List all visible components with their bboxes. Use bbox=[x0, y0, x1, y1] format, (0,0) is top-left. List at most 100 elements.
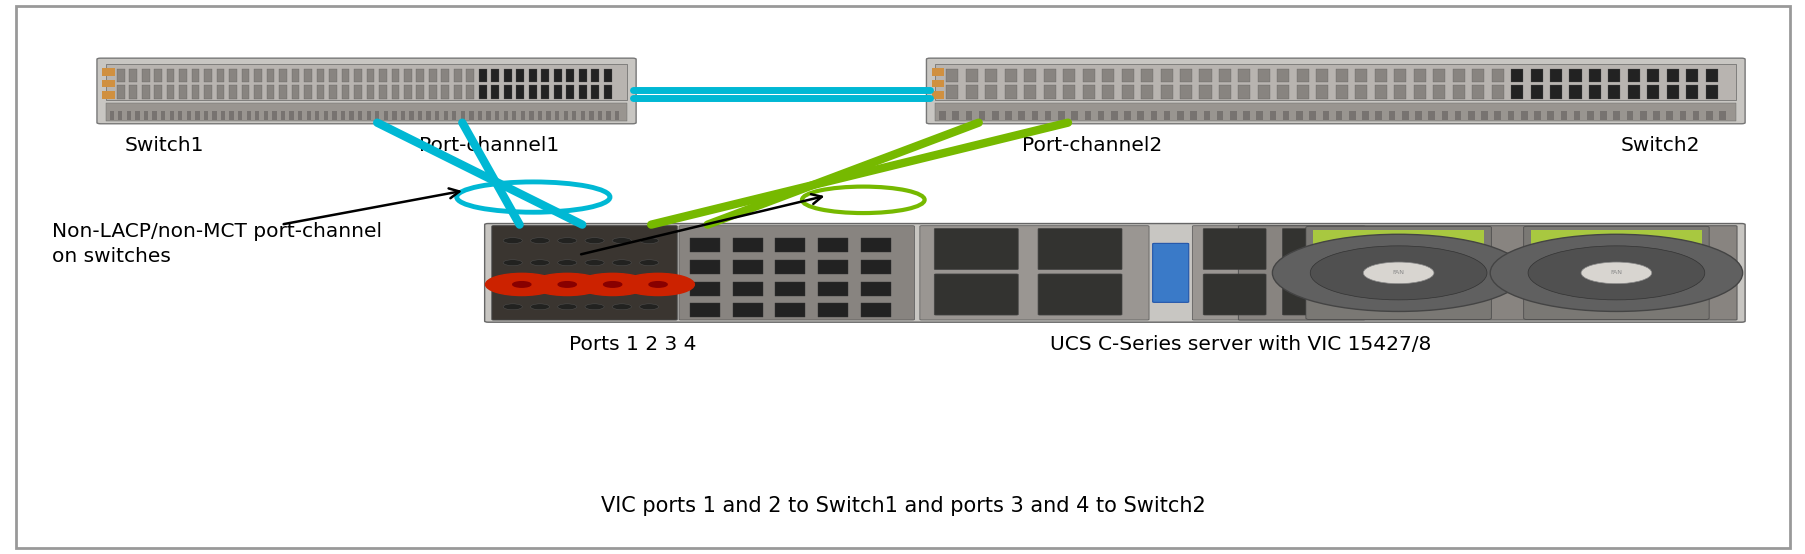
Bar bbox=[204, 69, 211, 83]
Bar bbox=[491, 85, 498, 99]
Bar bbox=[417, 69, 424, 83]
Bar bbox=[1238, 85, 1249, 99]
Bar bbox=[504, 85, 511, 99]
Bar bbox=[392, 111, 397, 120]
Bar bbox=[144, 111, 148, 120]
Bar bbox=[861, 238, 890, 252]
Bar bbox=[861, 303, 890, 317]
Bar bbox=[935, 103, 1735, 121]
FancyBboxPatch shape bbox=[933, 274, 1018, 315]
Bar bbox=[1005, 111, 1011, 120]
Bar bbox=[1375, 111, 1381, 120]
FancyBboxPatch shape bbox=[1038, 228, 1121, 270]
Bar bbox=[217, 69, 224, 83]
Circle shape bbox=[639, 282, 659, 288]
Bar bbox=[354, 85, 361, 99]
Circle shape bbox=[612, 304, 632, 310]
Bar bbox=[1162, 111, 1170, 120]
Bar bbox=[1547, 111, 1552, 120]
Bar bbox=[255, 85, 262, 99]
Bar bbox=[603, 69, 612, 83]
Bar bbox=[1646, 69, 1659, 83]
Bar bbox=[1023, 85, 1036, 99]
Bar bbox=[1646, 85, 1659, 99]
Bar bbox=[1686, 69, 1697, 83]
Bar bbox=[1520, 111, 1527, 120]
Text: FAN: FAN bbox=[1392, 270, 1404, 275]
Circle shape bbox=[504, 282, 522, 288]
Bar bbox=[316, 85, 325, 99]
Bar bbox=[1467, 111, 1475, 120]
Bar bbox=[103, 91, 116, 99]
Bar bbox=[946, 85, 958, 99]
Bar bbox=[1316, 85, 1328, 99]
Text: Ports 1 2 3 4: Ports 1 2 3 4 bbox=[569, 335, 695, 354]
Bar bbox=[590, 69, 599, 83]
Bar bbox=[529, 69, 536, 83]
Bar bbox=[966, 111, 971, 120]
Bar bbox=[410, 111, 413, 120]
Bar bbox=[1507, 111, 1513, 120]
Bar bbox=[153, 85, 162, 99]
Bar bbox=[1491, 85, 1504, 99]
Circle shape bbox=[612, 260, 632, 265]
Bar bbox=[453, 69, 462, 83]
Bar bbox=[1666, 85, 1679, 99]
Bar bbox=[1063, 69, 1074, 83]
Bar bbox=[229, 111, 233, 120]
Bar bbox=[1626, 85, 1639, 99]
Bar bbox=[179, 111, 182, 120]
Bar bbox=[1110, 111, 1117, 120]
Bar bbox=[603, 85, 612, 99]
Bar bbox=[110, 111, 114, 120]
Bar bbox=[1652, 111, 1659, 120]
Bar bbox=[444, 111, 448, 120]
Bar bbox=[366, 111, 370, 120]
Bar bbox=[1229, 111, 1236, 120]
Circle shape bbox=[1310, 246, 1486, 300]
Bar bbox=[931, 80, 944, 87]
Bar bbox=[1451, 85, 1464, 99]
Bar bbox=[1070, 111, 1078, 120]
Bar bbox=[733, 238, 762, 252]
Bar bbox=[435, 111, 439, 120]
Circle shape bbox=[531, 273, 603, 295]
Bar bbox=[733, 303, 762, 317]
Bar bbox=[357, 111, 363, 120]
Bar bbox=[1401, 111, 1408, 120]
Circle shape bbox=[612, 282, 632, 288]
Bar bbox=[1081, 69, 1094, 83]
Bar bbox=[1199, 85, 1211, 99]
FancyBboxPatch shape bbox=[1282, 228, 1345, 270]
Bar bbox=[1296, 69, 1309, 83]
Circle shape bbox=[504, 260, 522, 265]
Circle shape bbox=[504, 304, 522, 310]
Bar bbox=[991, 111, 998, 120]
Bar bbox=[1161, 69, 1171, 83]
Bar bbox=[1531, 230, 1700, 252]
Bar bbox=[1202, 111, 1209, 120]
Bar bbox=[1718, 111, 1726, 120]
Bar bbox=[426, 111, 431, 120]
Bar bbox=[1388, 111, 1395, 120]
Bar bbox=[255, 111, 260, 120]
Bar bbox=[255, 69, 262, 83]
Bar bbox=[1269, 111, 1276, 120]
Bar bbox=[542, 69, 549, 83]
Bar bbox=[516, 69, 523, 83]
Bar bbox=[204, 111, 208, 120]
Bar bbox=[303, 85, 312, 99]
Bar bbox=[1309, 111, 1316, 120]
Bar bbox=[1529, 69, 1541, 83]
Bar bbox=[1218, 85, 1231, 99]
Bar bbox=[379, 69, 386, 83]
Bar bbox=[213, 111, 217, 120]
Circle shape bbox=[1489, 234, 1742, 311]
Bar bbox=[1393, 85, 1406, 99]
Bar bbox=[291, 69, 300, 83]
Circle shape bbox=[1363, 262, 1433, 284]
Bar bbox=[141, 69, 150, 83]
Bar bbox=[1256, 85, 1269, 99]
Bar bbox=[179, 69, 188, 83]
Bar bbox=[520, 111, 525, 120]
